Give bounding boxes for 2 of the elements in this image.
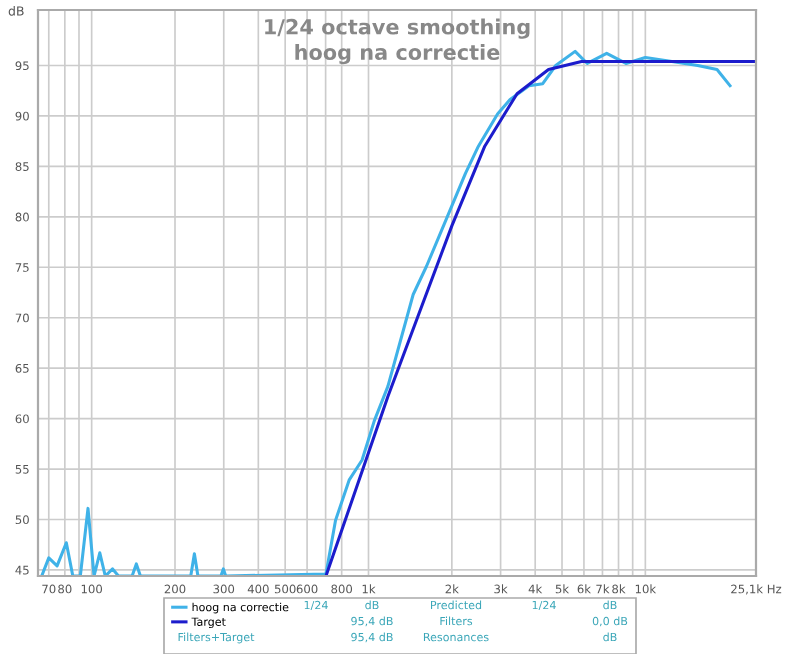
chart-title: 1/24 octave smoothing (265, 18, 530, 39)
text: hoog na correctie (295, 43, 500, 65)
